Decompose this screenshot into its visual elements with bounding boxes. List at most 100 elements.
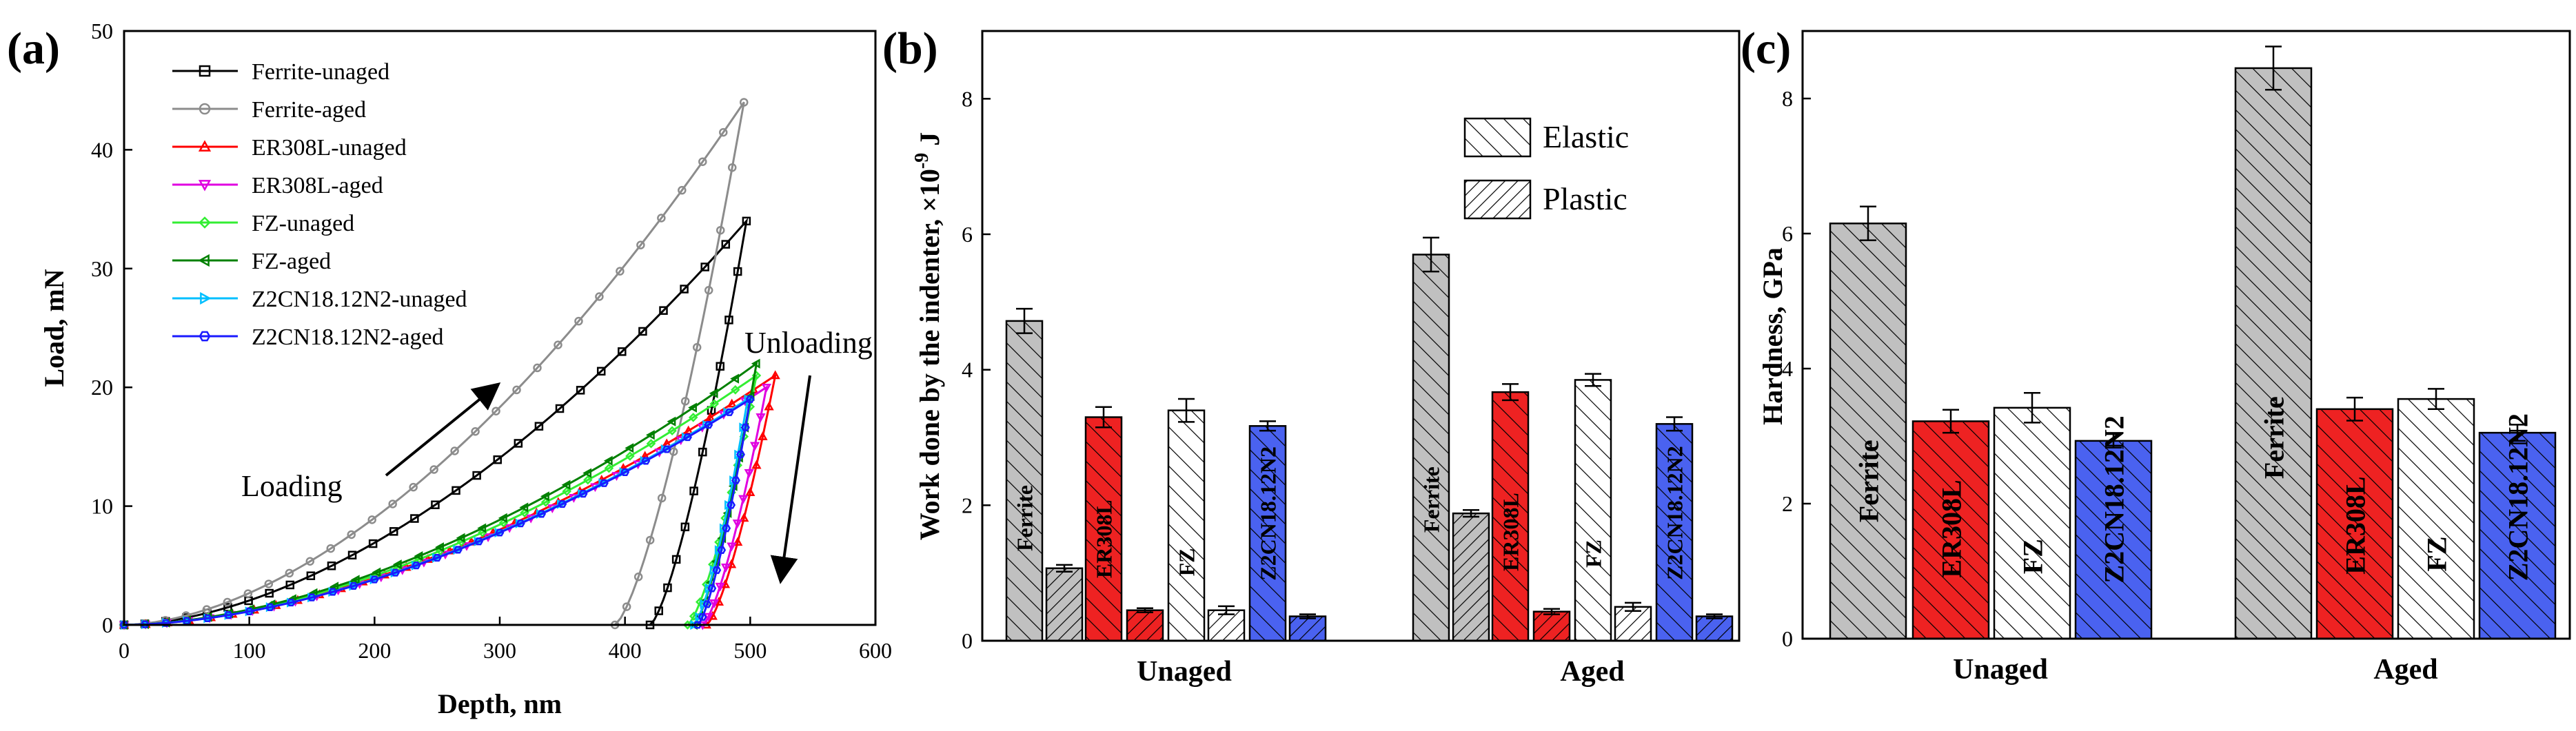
panel-a-x-tick-label: 100: [233, 638, 266, 663]
curve-marker: [202, 605, 212, 614]
curve-marker: [471, 427, 480, 436]
category-label: Aged: [1560, 656, 1624, 688]
legend-swatch: [1463, 179, 1532, 220]
bar-unaged-er308l: ER308L: [1911, 409, 1990, 640]
curve-marker: [700, 262, 709, 271]
bar-material-label: ER308L: [2340, 476, 2371, 574]
curve-marker: [328, 588, 338, 596]
y-tick-label: 8: [1782, 86, 1793, 111]
bar-hatch: [1695, 615, 1734, 642]
curve-marker: [625, 451, 635, 461]
curve-marker: [347, 530, 356, 539]
bar-aged-er308l: ER308L: [2315, 396, 2394, 640]
bar-unaged-z2cn18-12n2-plastic: [1288, 613, 1327, 642]
curve-marker: [738, 495, 749, 504]
curve-marker: [749, 442, 760, 451]
curve-marker: [731, 476, 740, 484]
bar-aged-ferrite: Ferrite: [2234, 45, 2313, 640]
legend-label: Ferrite-unaged: [252, 59, 389, 85]
panel-b-frame: [981, 30, 1741, 642]
curve-marker: [350, 575, 360, 585]
legend-label: Plastic: [1543, 181, 1627, 216]
y-tick-label: 2: [962, 493, 973, 517]
curve-marker: [540, 497, 551, 507]
curve-marker: [716, 362, 724, 371]
panel-b-y-axis-label-unit: J: [914, 132, 945, 153]
curve-marker: [739, 513, 749, 522]
panel-a-label: (a): [7, 23, 60, 74]
bar-material-label: FZ: [1175, 548, 1199, 577]
y-tick-label: 4: [962, 358, 973, 382]
curve-marker: [724, 408, 734, 416]
bar-hatch: [2478, 431, 2557, 640]
curve-marker: [744, 469, 754, 478]
legend-label: Elastic: [1543, 119, 1629, 154]
bar-hatch: [1045, 567, 1084, 642]
y-tick-label: 6: [962, 222, 973, 247]
panel-b-legend: Elastic Plastic: [1463, 117, 1629, 220]
bar-hatch: [1167, 409, 1206, 642]
bar-material-label: Ferrite: [1013, 485, 1037, 551]
load-depth-curve: [123, 373, 777, 626]
panel-a-x-axis-label: Depth, nm: [438, 688, 562, 719]
bar-material-label: Z2CN18.12N2: [2502, 413, 2533, 581]
legend-label: Z2CN18.12N2-aged: [252, 325, 444, 350]
curve-marker: [595, 292, 604, 301]
curve-marker: [223, 597, 232, 607]
curve-marker: [731, 385, 740, 395]
curve-marker: [265, 588, 274, 598]
bar-hatch: [1005, 320, 1044, 642]
curve-marker: [736, 451, 745, 459]
bar-hatch: [1614, 606, 1652, 642]
category-label: Aged: [2373, 654, 2437, 686]
panel-a-y-tick-label: 40: [91, 137, 113, 162]
bar-hatch: [1491, 391, 1530, 642]
curve-marker: [680, 285, 689, 294]
bar-hatch: [1829, 223, 1907, 640]
curve-marker: [657, 214, 666, 223]
bar-hatch: [2074, 440, 2153, 640]
curve-marker: [245, 607, 254, 615]
panel-a-y-tick-label: 30: [91, 256, 113, 281]
panel-a-legend: Ferrite-unaged Ferrite-aged ER308L-unaged E…: [172, 59, 467, 350]
curve-marker: [534, 422, 544, 431]
curve-marker: [622, 602, 631, 611]
legend-label: Z2CN18.12N2-unaged: [252, 287, 467, 312]
panel-a-y-axis-label: Load, mN: [39, 269, 70, 387]
y-tick-label: 8: [962, 86, 973, 111]
unloading-arrow: [770, 375, 811, 584]
curve-marker: [369, 575, 379, 584]
curve-marker: [604, 463, 614, 473]
curve-marker: [712, 566, 722, 575]
bar-unaged-er308l-plastic: [1126, 607, 1164, 642]
curve-marker: [456, 533, 465, 543]
curve-marker: [368, 539, 378, 548]
curve-marker: [618, 347, 627, 356]
bar-hatch: [1452, 512, 1490, 642]
loading-arrow: [385, 382, 501, 477]
curve-marker: [347, 550, 357, 559]
legend-marker: [198, 180, 212, 192]
curve-marker: [472, 471, 481, 480]
bar-material-label: Z2CN18.12N2: [2098, 415, 2129, 583]
curve-marker: [721, 240, 731, 249]
curve-marker: [709, 388, 718, 399]
curve-marker: [740, 98, 749, 107]
curve-marker: [286, 599, 296, 607]
curve-marker: [724, 316, 733, 325]
curve-marker: [555, 404, 565, 413]
curve-marker: [662, 445, 671, 453]
curve-marker: [657, 493, 667, 503]
bar-unaged-fz-elastic: FZ: [1167, 398, 1206, 642]
curve-marker: [727, 163, 737, 172]
bar-material-label: Z2CN18.12N2: [1663, 446, 1687, 580]
curve-marker: [583, 475, 593, 485]
panel-b-y-axis-label: Work done by the indenter, ×10-9 J: [911, 132, 945, 541]
curve-marker: [716, 225, 725, 235]
bar-material-label: Ferrite: [1853, 440, 1884, 522]
curve-marker: [742, 216, 751, 226]
curve-marker: [633, 573, 643, 581]
bar-unaged-fz-plastic: [1207, 605, 1246, 642]
curve-marker: [285, 580, 295, 590]
legend-label: ER308L-unaged: [252, 135, 407, 161]
